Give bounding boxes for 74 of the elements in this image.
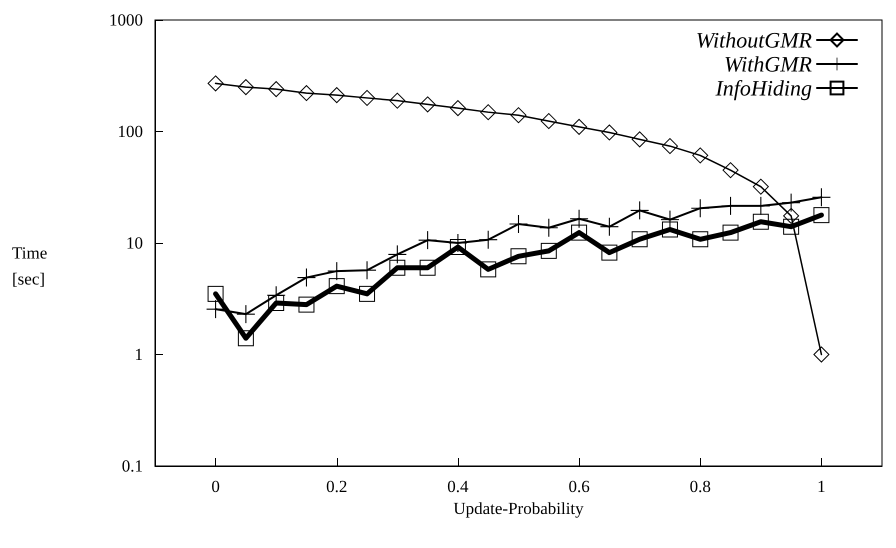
point (297, 268, 316, 287)
point (328, 87, 345, 104)
point (268, 294, 284, 311)
y-tick-label: 10 (126, 234, 143, 252)
y-tick-label: 0.1 (122, 456, 143, 476)
point (722, 162, 739, 178)
point (813, 346, 830, 362)
point (418, 231, 437, 250)
point (540, 113, 557, 130)
point (298, 296, 314, 313)
point (752, 178, 769, 195)
point (208, 75, 224, 92)
point (208, 286, 224, 302)
point (510, 248, 526, 264)
point (632, 231, 648, 248)
point (813, 207, 830, 224)
point (328, 262, 346, 280)
point (691, 199, 710, 218)
x-axis-title: Update-Probability (453, 498, 584, 518)
point (571, 118, 588, 135)
point (601, 244, 618, 261)
y-tick-label: 100 (118, 122, 143, 141)
point (236, 305, 255, 324)
point (479, 230, 498, 249)
point (600, 218, 618, 236)
point (692, 231, 708, 248)
y-tick-label: 1 (134, 345, 143, 364)
x-tick-label: 0 (211, 477, 220, 496)
point (540, 242, 557, 259)
point (206, 300, 225, 318)
x-tick-label: 0.4 (447, 477, 470, 496)
y-tick-label: 1000 (109, 10, 143, 30)
point (388, 245, 406, 264)
point (450, 100, 466, 116)
point (298, 85, 314, 102)
point (540, 218, 558, 237)
point (510, 107, 526, 124)
point (662, 138, 678, 154)
point (722, 224, 739, 241)
y-axis-title: Time [sec] (12, 244, 48, 288)
point (389, 260, 406, 276)
point (420, 260, 436, 276)
point (359, 286, 376, 302)
point (238, 79, 254, 96)
point (571, 224, 588, 241)
point (601, 124, 618, 140)
x-tick-label: 0.2 (326, 477, 348, 496)
point (359, 90, 376, 106)
point (420, 96, 436, 112)
x-tick-label: 0.8 (690, 477, 711, 496)
x-tick-label: 0.6 (568, 477, 590, 496)
point (328, 278, 345, 294)
point (812, 188, 830, 206)
point (782, 194, 800, 212)
point (630, 201, 649, 220)
point (752, 214, 769, 230)
legend-label: InfoHiding (714, 76, 812, 100)
legend-label: WithGMR (724, 52, 813, 76)
point (238, 330, 254, 346)
legend-label: WithoutGMR (696, 28, 813, 52)
point (268, 81, 284, 98)
point (662, 222, 678, 238)
point (783, 208, 800, 224)
point (389, 92, 406, 109)
point (692, 147, 708, 164)
point (632, 131, 648, 148)
point (450, 239, 466, 256)
point (570, 210, 588, 228)
point (510, 215, 528, 234)
point (480, 261, 496, 278)
point (660, 210, 679, 229)
point (480, 104, 496, 120)
point (783, 218, 800, 235)
x-tick-label: 1 (817, 477, 826, 496)
